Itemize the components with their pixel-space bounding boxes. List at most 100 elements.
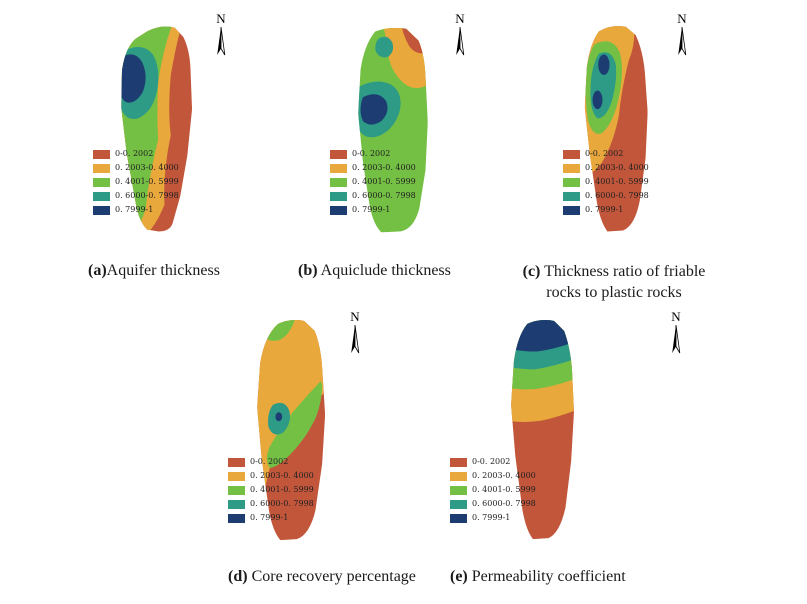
map-core-recovery [257,319,326,541]
legend-label: 0-0. 2002 [115,149,154,158]
north-arrow-icon [351,325,360,354]
north-label: N [350,309,360,324]
caption-c-text: Thickness ratio of friable rocks to plas… [540,263,706,301]
north-arrow-icon [456,27,465,56]
caption-e: (e) Permeability coefficient [450,568,626,586]
panel-e-map [492,318,598,545]
legend-item: 0. 6000-0. 7998 [93,191,179,201]
caption-d-label: (d) [228,568,248,585]
legend-label: 0. 7999-1 [352,205,391,214]
legend-label: 0. 7999-1 [250,513,289,522]
panel-b-north-arrow: N [450,11,470,56]
map-region-blue [121,54,146,103]
caption-a-text: Aquifer thickness [106,262,220,279]
legend-swatch [228,457,245,467]
panel-a-legend: 0-0. 2002 0. 2003-0. 4000 0. 4001-0. 599… [93,149,179,215]
legend-swatch [563,177,580,187]
legend-item: 0. 6000-0. 7998 [330,191,416,201]
legend-item: 0. 2003-0. 4000 [93,163,179,173]
legend-label: 0-0. 2002 [352,149,391,158]
panel-d-legend: 0-0. 2002 0. 2003-0. 4000 0. 4001-0. 599… [228,457,314,523]
map-thickness-ratio [584,26,648,232]
legend-item: 0-0. 2002 [563,149,649,159]
legend-item: 0. 7999-1 [228,513,314,523]
legend-swatch [330,205,347,215]
map-region-blue-spot-1 [598,54,610,75]
legend-label: 0. 7999-1 [472,513,511,522]
legend-swatch [93,205,110,215]
legend-item: 0. 2003-0. 4000 [563,163,649,173]
legend-label: 0. 2003-0. 4000 [472,471,536,480]
map-region-blue [511,319,574,352]
caption-e-label: (e) [450,568,468,585]
legend-item: 0. 7999-1 [93,205,179,215]
caption-a: (a)Aquifer thickness [88,262,220,280]
legend-swatch [93,163,110,173]
caption-e-text: Permeability coefficient [467,568,626,585]
legend-swatch [450,457,467,467]
caption-c: (c) Thickness ratio of friable rocks to … [514,262,714,304]
panel-c-legend: 0-0. 2002 0. 2003-0. 4000 0. 4001-0. 599… [563,149,649,215]
caption-b-label: (b) [298,262,318,279]
map-aquiclude-thickness [358,27,428,233]
panel-c-map [565,24,671,237]
legend-label: 0. 6000-0. 7998 [115,191,179,200]
legend-label: 0. 2003-0. 4000 [585,163,649,172]
legend-item: 0-0. 2002 [330,149,416,159]
legend-item: 0-0. 2002 [228,457,314,467]
legend-item: 0. 2003-0. 4000 [450,471,536,481]
legend-label: 0. 2003-0. 4000 [352,163,416,172]
north-label: N [216,11,226,26]
legend-label: 0. 4001-0. 5999 [352,177,416,186]
legend-item: 0. 6000-0. 7998 [450,499,536,509]
legend-item: 0. 4001-0. 5999 [330,177,416,187]
legend-swatch [450,499,467,509]
legend-swatch [93,191,110,201]
legend-swatch [93,177,110,187]
legend-swatch [563,205,580,215]
caption-b: (b) Aquiclude thickness [298,262,451,280]
legend-label: 0-0. 2002 [585,149,624,158]
legend-item: 0. 4001-0. 5999 [450,485,536,495]
north-label: N [677,11,687,26]
legend-label: 0. 6000-0. 7998 [250,499,314,508]
panel-a-map [100,24,218,237]
map-permeability [511,319,574,540]
legend-label: 0. 4001-0. 5999 [472,485,536,494]
legend-label: 0-0. 2002 [472,457,511,466]
legend-label: 0. 4001-0. 5999 [115,177,179,186]
legend-item: 0. 7999-1 [563,205,649,215]
panel-e-north-arrow: N [666,309,686,354]
legend-swatch [228,513,245,523]
legend-label: 0. 4001-0. 5999 [585,177,649,186]
legend-swatch [330,191,347,201]
legend-item: 0. 6000-0. 7998 [228,499,314,509]
legend-item: 0-0. 2002 [93,149,179,159]
legend-swatch [93,149,110,159]
panel-d-north-arrow: N [345,309,365,354]
panel-e-legend: 0-0. 2002 0. 2003-0. 4000 0. 4001-0. 599… [450,457,536,523]
legend-swatch [228,471,245,481]
legend-swatch [330,163,347,173]
panel-b-map [335,26,451,236]
legend-item: 0. 6000-0. 7998 [563,191,649,201]
panel-d-map [237,318,349,545]
legend-label: 0-0. 2002 [250,457,289,466]
legend-swatch [330,177,347,187]
north-label: N [671,309,681,324]
caption-b-text: Aquiclude thickness [317,262,451,279]
map-aquifer-thickness [121,26,193,232]
legend-swatch [563,191,580,201]
legend-item: 0. 4001-0. 5999 [228,485,314,495]
caption-d-text: Core recovery percentage [247,568,416,585]
north-label: N [455,11,465,26]
panel-b-legend: 0-0. 2002 0. 2003-0. 4000 0. 4001-0. 599… [330,149,416,215]
legend-item: 0. 2003-0. 4000 [330,163,416,173]
legend-label: 0. 2003-0. 4000 [250,471,314,480]
legend-label: 0. 6000-0. 7998 [352,191,416,200]
caption-a-label: (a) [88,262,107,279]
legend-swatch [563,163,580,173]
panel-c-north-arrow: N [672,11,692,56]
legend-swatch [450,485,467,495]
